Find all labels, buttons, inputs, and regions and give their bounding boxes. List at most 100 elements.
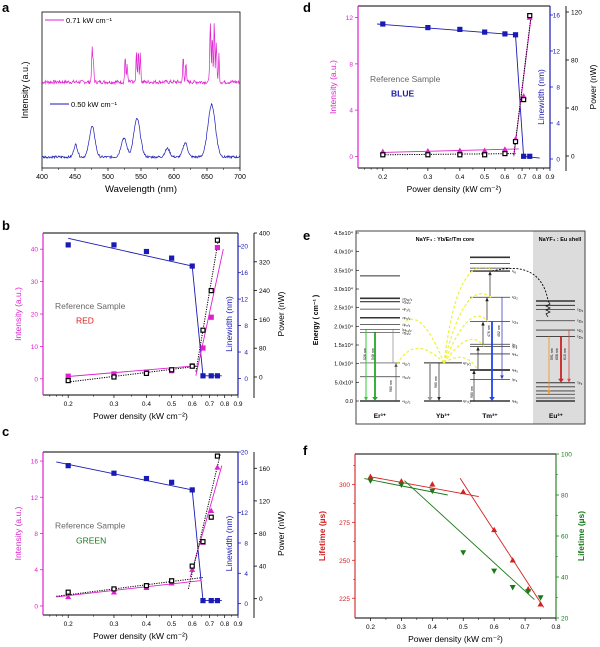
tm-level-label: ³H₄ <box>512 352 518 357</box>
x-tick-label: 0.8 <box>220 401 229 408</box>
yb-level-label: ²F₇/₂ <box>463 399 471 404</box>
x-tick-label: 550 <box>135 174 147 181</box>
panel-label-f: f <box>303 443 308 458</box>
right-tick-label: 8 <box>244 323 248 330</box>
eu-658nm-label: 658 nm <box>555 348 559 360</box>
er-level-label: ⁴I₁₅/₂ <box>402 399 411 404</box>
power-tick-label: 0 <box>259 596 263 603</box>
energy-transfer-arrow <box>443 356 479 371</box>
tm-to-eu-transfer-arrow <box>491 267 549 301</box>
energy-tick-label: 4.5x10⁴ <box>334 230 354 237</box>
power-point <box>208 288 214 294</box>
right-tick-label: 12 <box>553 49 561 56</box>
energy-tick-label: 2.5x10⁴ <box>334 305 354 312</box>
x-tick-label: 0.2 <box>64 401 73 408</box>
power-point <box>143 583 150 589</box>
x-tick-label: 0.8 <box>532 174 541 181</box>
yb-980nm-absorption-arrow-head <box>427 397 433 401</box>
er-level-label: ⁴F₇/₂ <box>402 322 411 327</box>
linewidth-point <box>189 487 195 493</box>
power-tick-label: 80 <box>259 346 267 353</box>
intensity-point <box>424 148 431 154</box>
eu-nonradiative-relaxation <box>545 300 551 318</box>
left-tick-label: 12 <box>31 495 39 502</box>
x-tick-label: 0.7 <box>521 624 530 631</box>
red-lifetime-point <box>429 481 436 487</box>
green-lifetime-point <box>525 589 532 595</box>
annotation-color-band: RED <box>76 316 94 326</box>
shell-background <box>533 231 585 424</box>
linewidth-point <box>111 470 117 476</box>
left-axis-label: Intensity (a.u.) <box>13 287 23 341</box>
linewidth-point <box>521 153 527 159</box>
tm-476nm-label: 476 nm <box>487 325 491 337</box>
x-tick-label: 0.7 <box>518 174 527 181</box>
eu-level-label: ⁵D₂ <box>577 319 584 324</box>
tm-level-label: ³F₃ <box>512 344 518 349</box>
y-axis-label: Intensity (a.u.) <box>20 61 30 118</box>
green-lifetime-point <box>460 550 467 556</box>
power-fit-line <box>382 153 516 156</box>
eu-level-label: ⁷Fₓ <box>577 381 583 386</box>
er-level-label: ²G₉/₂ <box>402 300 411 305</box>
panel-c-green: 0.2 0.3 0.4 0.5 0.6 0.7 0.8 0.9 Power density (k… <box>13 450 286 642</box>
annotation-reference-sample: Reference Sample <box>55 301 126 311</box>
power-tick-label: 0 <box>259 375 263 382</box>
tm-level-label: ¹G₄ <box>512 319 518 324</box>
left-tick-label: 10 <box>31 344 39 351</box>
red-lifetime-point <box>460 488 467 495</box>
intensity-point <box>189 566 196 572</box>
linewidth-fit-line <box>377 23 516 36</box>
panel-b-red: 0.2 0.3 0.4 0.5 0.6 0.7 0.8 0.9 Power density (k… <box>13 231 286 422</box>
tm-step-arrow-1-head <box>476 346 480 351</box>
right-tick-label: 8 <box>556 85 560 92</box>
x-tick-label: 0.4 <box>142 401 151 408</box>
x-tick-label: 0.2 <box>64 621 73 628</box>
power-point <box>380 152 386 158</box>
x-tick-label: 0.8 <box>551 624 560 631</box>
er-level-label: ²H₁₁/₂ <box>402 327 412 332</box>
energy-tick-label: 5.0x10³ <box>335 380 354 386</box>
tm-level-label: ¹D₂ <box>512 295 518 300</box>
eu-615nm-emission-arrow-head <box>567 378 571 383</box>
tm-452nm-label: 452 nm <box>497 325 501 337</box>
linewidth-fit-line <box>515 34 525 157</box>
linewidth-point <box>65 242 71 248</box>
er-level-label: ⁴I₁₁/₂ <box>402 361 411 366</box>
ion-label: Eu³⁺ <box>549 413 563 420</box>
linewidth-axis-label: Linewidth (nm) <box>224 296 234 352</box>
intensity-fit-line <box>382 148 519 153</box>
x-tick-label: 0.6 <box>500 174 509 181</box>
power-point <box>200 327 206 333</box>
right-tick-label: 4 <box>244 350 248 357</box>
annotation-color-band: GREEN <box>76 535 106 545</box>
right-tick-label: 16 <box>241 270 249 277</box>
energy-transfer-arrow <box>443 338 485 364</box>
energy-tick-label: 3.5x10⁴ <box>334 267 354 274</box>
intensity-point <box>214 464 221 470</box>
panel-label-d: d <box>303 0 311 15</box>
right-tick-label: 20 <box>241 450 249 457</box>
power-point <box>208 514 214 520</box>
linewidth-point <box>502 31 508 37</box>
yb-level-label: ²F₅/₂ <box>463 361 471 366</box>
left-tick-label: 250 <box>339 558 350 565</box>
linewidth-point <box>169 255 175 261</box>
right-tick-label: 60 <box>561 534 569 541</box>
intensity-fit-line <box>56 580 202 598</box>
linewidth-point <box>425 25 431 31</box>
green-lifetime-point <box>509 585 516 591</box>
power-point <box>143 370 150 376</box>
linewidth-point <box>482 29 488 35</box>
right-tick-label: 8 <box>244 540 248 547</box>
left-tick-label: 275 <box>339 520 350 527</box>
linewidth-point <box>200 373 206 379</box>
x-axis-label: Power density (kW cm⁻²) <box>407 184 502 194</box>
power-fit-line <box>195 236 220 372</box>
power-tick-label: 120 <box>259 498 270 505</box>
x-axis-label: Wavelength (nm) <box>105 184 177 195</box>
power-point <box>200 539 206 545</box>
intensity-point <box>481 147 488 153</box>
x-tick-label: 0.8 <box>220 621 229 628</box>
